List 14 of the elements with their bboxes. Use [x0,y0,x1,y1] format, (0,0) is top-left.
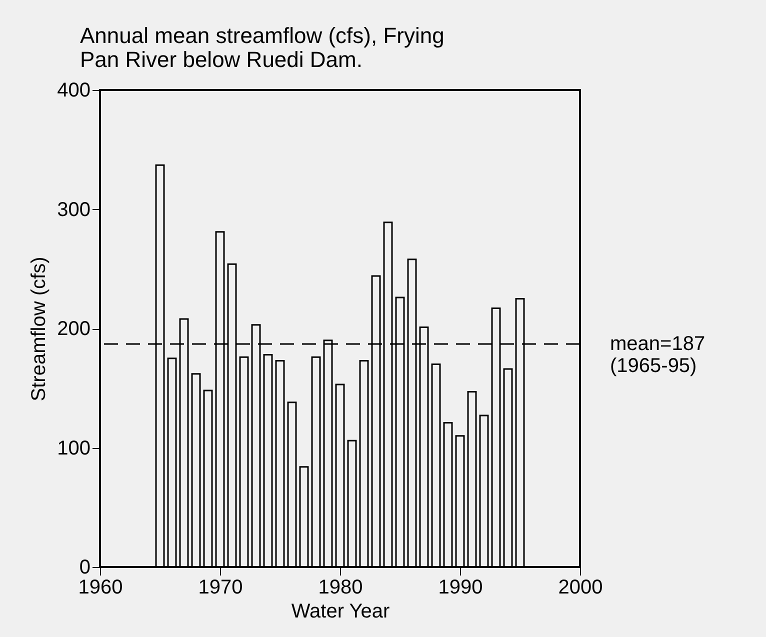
y-axis-title: Streamflow (cfs) [28,256,50,402]
x-tick-label: 1990 [438,576,483,598]
x-tick-label: 1970 [198,576,243,598]
y-tick-label: 300 [57,198,90,221]
y-tick-label: 400 [57,80,90,102]
x-axis-title: Water Year [291,600,390,622]
y-tick-label: 100 [57,437,90,460]
x-tick-label: 2000 [558,576,603,598]
chart-title: Annual mean streamflow (cfs), Frying Pan River below Ruedi Dam. [80,23,444,72]
ref-line-label: mean=187 (1965-95) [610,333,706,378]
x-tick-label: 1980 [318,576,363,598]
x-tick-label: 1960 [78,576,123,598]
y-tick-label: 0 [79,556,90,578]
y-tick-label: 200 [57,318,90,340]
